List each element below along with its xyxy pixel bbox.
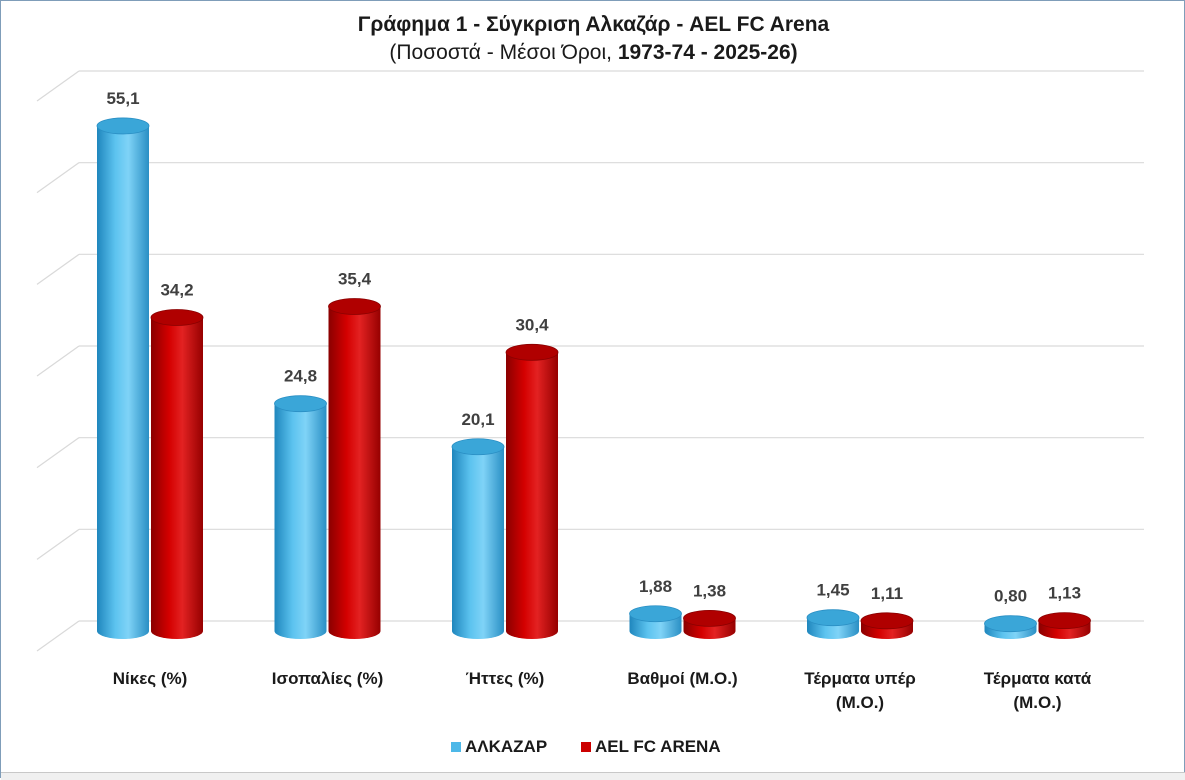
data-label: 0,80 — [994, 587, 1027, 606]
gridline-slant — [36, 620, 80, 652]
bar — [683, 609, 736, 639]
data-label: 20,1 — [461, 410, 494, 429]
bar-top — [806, 609, 860, 627]
bar — [150, 309, 204, 639]
bar-top — [629, 605, 682, 623]
gridline-slant — [36, 345, 80, 377]
data-label: 24,8 — [284, 367, 317, 386]
data-label: 1,11 — [871, 584, 903, 603]
gridlines — [36, 70, 1144, 652]
category-label: Βαθμοί (Μ.Ο.) — [627, 669, 737, 688]
gridline-slant — [36, 528, 80, 560]
subtitle-range: 1973-74 - 2025-26) — [617, 41, 798, 64]
bar-top — [1038, 612, 1091, 630]
category-label: Ήττες (%) — [466, 669, 545, 688]
bar — [451, 438, 505, 639]
bar — [806, 609, 860, 639]
bar-body — [151, 317, 203, 639]
bar-top — [451, 438, 505, 456]
bar-body — [328, 306, 381, 639]
data-label: 1,88 — [639, 577, 672, 596]
bar — [1038, 612, 1091, 639]
bar — [328, 298, 381, 639]
data-label: 1,13 — [1048, 584, 1081, 603]
legend-swatch — [581, 742, 591, 752]
legend-swatch — [451, 742, 461, 752]
legend-item: ΑΛΚΑΖΑΡ — [451, 737, 547, 756]
bar-body — [97, 125, 149, 639]
subtitle-prefix: (Ποσοστά - Μέσοι Όροι, — [389, 41, 618, 64]
category-label: Ισοπαλίες (%) — [272, 669, 384, 688]
bar-body — [506, 352, 558, 639]
category-label: Νίκες (%) — [113, 669, 188, 688]
bar-top — [274, 395, 327, 413]
bar-body — [274, 403, 327, 639]
bar — [984, 615, 1037, 639]
category-label: (Μ.Ο.) — [836, 693, 884, 712]
bar-top — [96, 117, 150, 135]
data-labels: 55,1 34,2 24,8 35,4 20,1 30,4 1,88 1,38 1,45 1,11… — [106, 89, 1081, 606]
bars — [96, 117, 1091, 639]
window-bottom-strip — [1, 772, 1185, 780]
bar-top — [150, 309, 204, 326]
category-label: Τέρματα κατά — [984, 669, 1092, 688]
category-label: Τέρματα υπέρ — [804, 669, 916, 688]
gridline-slant — [36, 437, 80, 469]
bar — [96, 117, 150, 639]
category-labels: Νίκες (%) Ισοπαλίες (%) Ήττες (%) Βαθμοί (Μ… — [113, 669, 1092, 712]
data-label: 1,45 — [816, 581, 849, 600]
bar-top — [683, 609, 736, 627]
chart-title: Γράφημα 1 - Σύγκριση Αλκαζάρ - AEL FC Ar… — [357, 13, 830, 36]
legend-item: AEL FC ARENA — [581, 737, 721, 756]
bar-top — [328, 298, 381, 315]
gridline-slant — [36, 253, 80, 285]
bar — [629, 605, 682, 639]
chart-subtitle: (Ποσοστά - Μέσοι Όροι, 1973-74 - 2025-26… — [1, 41, 1185, 65]
bar — [505, 343, 559, 639]
bar — [860, 612, 914, 639]
bar — [274, 395, 327, 639]
bar-top — [984, 615, 1037, 633]
data-label: 35,4 — [338, 270, 372, 289]
legend: ΑΛΚΑΖΑΡ AEL FC ARENA — [451, 737, 721, 756]
category-label: (Μ.Ο.) — [1013, 693, 1061, 712]
data-label: 55,1 — [106, 89, 139, 108]
legend-label: AEL FC ARENA — [595, 737, 721, 756]
data-label: 34,2 — [160, 281, 193, 300]
data-label: 30,4 — [515, 315, 549, 334]
gridline-slant — [36, 162, 80, 194]
gridline-slant — [36, 70, 80, 102]
bar-body — [452, 446, 504, 639]
legend-label: ΑΛΚΑΖΑΡ — [465, 737, 547, 756]
data-label: 1,38 — [693, 581, 726, 600]
bar-top — [505, 343, 559, 361]
bar-top — [860, 612, 914, 630]
